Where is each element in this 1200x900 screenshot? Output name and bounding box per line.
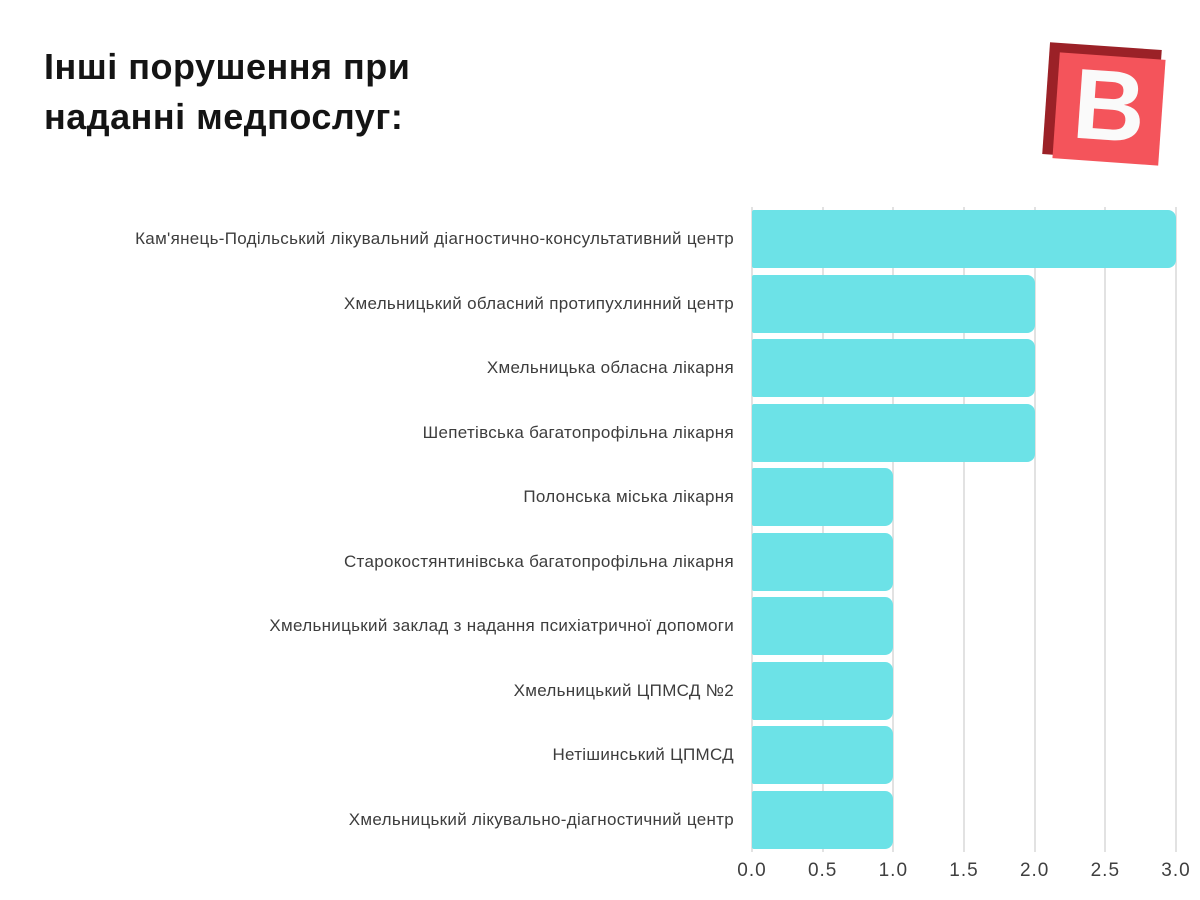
plot-area [751,207,1177,852]
bar-chart: Кам'янець-Подільський лікувальний діагно… [0,207,1200,900]
bar [752,210,1176,269]
page-title-line-1: Інші порушення при [44,46,411,87]
x-tick-label: 0.5 [807,860,838,881]
category-label: Кам'янець-Подільський лікувальний діагно… [135,229,734,249]
category-label: Хмельницький заклад з надання психіатрич… [269,616,734,636]
gridline [1175,207,1177,852]
x-tick-label: 3.0 [1161,860,1191,881]
x-axis: 0.0 0.5 1.0 1.5 2.0 2.5 3.0 [737,856,1189,886]
gridline [1104,207,1107,852]
x-tick-label: 1.5 [949,860,979,881]
gridline [892,207,895,852]
page-title: Інші порушення при наданні медпослуг: [44,42,564,142]
gridline [1033,207,1036,852]
gridline [963,207,965,852]
bar [752,274,1035,333]
bar [752,532,894,591]
logo-square: В [1052,47,1166,166]
brand-logo: В [1042,42,1170,170]
gridline [821,207,824,852]
x-tick-label: 2.5 [1090,860,1121,881]
logo-letter-b: В [1069,47,1150,165]
bar [752,403,1035,462]
category-label: Хмельницький обласний протипухлинний цен… [343,293,734,313]
bar [752,661,894,720]
gridline [751,207,753,852]
page-title-line-2: наданні медпослуг: [44,96,404,137]
x-tick-label: 0.0 [737,860,767,881]
bar [752,597,894,656]
category-label: Хмельницький лікувально-діагностичний це… [348,809,734,829]
bar [752,726,894,785]
x-tick-label: 1.0 [878,860,909,881]
x-tick-label: 2.0 [1019,860,1050,881]
category-label: Хмельницький ЦПМСД №2 [513,680,734,700]
category-labels: Кам'янець-Подільський лікувальний діагно… [0,207,744,852]
category-label: Хмельницька обласна лікарня [486,358,734,378]
category-label: Шепетівська багатопрофільна лікарня [422,422,734,442]
bar [752,468,894,527]
bar [752,790,894,849]
category-label: Полонська міська лікарня [523,487,734,507]
category-label: Нетішинський ЦПМСД [552,745,734,765]
bar [752,339,1035,398]
category-label: Старокостянтинівська багатопрофільна лік… [343,551,734,571]
